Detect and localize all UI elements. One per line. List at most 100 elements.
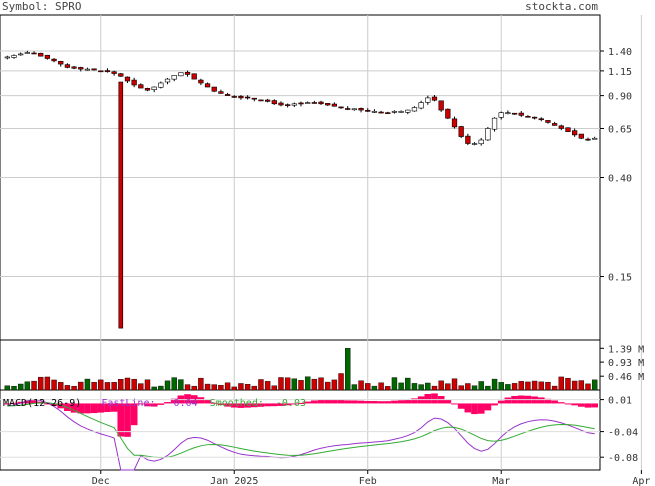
volume-bar — [365, 383, 371, 391]
candle-body — [391, 111, 398, 113]
macd-histogram-bar — [371, 401, 378, 404]
candle-body — [138, 84, 144, 89]
macd-histogram-bar — [150, 403, 158, 407]
site-label[interactable]: stockta.com — [525, 0, 598, 13]
macd-histogram-bar — [431, 393, 438, 404]
candle-body — [98, 70, 104, 73]
candle-body — [264, 99, 271, 102]
volume-bar — [198, 377, 204, 391]
volume-bar — [38, 376, 44, 391]
candle-body — [451, 118, 458, 128]
macd-histogram-bar — [557, 402, 565, 404]
candle-body — [471, 143, 478, 145]
price-tick-label: 0.90 — [608, 92, 632, 103]
macd-histogram-bar — [311, 400, 318, 404]
time-tick-label: Feb — [359, 476, 377, 486]
price-tick-label: 0.15 — [608, 273, 632, 284]
candle-body — [51, 58, 57, 62]
macd-histogram-bar — [97, 403, 105, 413]
candle-body — [398, 111, 404, 113]
macd-histogram-bar — [244, 403, 251, 408]
volume-bar — [291, 378, 298, 391]
candle-body — [365, 109, 371, 112]
macd-histogram-bar — [537, 397, 545, 404]
candle-body — [204, 83, 211, 88]
volume-bar — [378, 382, 384, 391]
volume-bar — [111, 382, 117, 391]
macd-histogram-bar — [210, 402, 218, 404]
candle-body — [164, 78, 171, 83]
outlier-candle — [118, 81, 124, 329]
macd-histogram-bar — [77, 403, 85, 414]
candle-body — [91, 68, 97, 71]
macd-histogram-bar — [491, 403, 498, 406]
candle-body — [198, 79, 204, 84]
volume-bar — [231, 386, 237, 391]
candle-body — [271, 100, 277, 105]
outlier-candle-body — [118, 81, 124, 329]
macd-histogram-bar — [197, 397, 205, 404]
volume-bar — [304, 376, 311, 391]
volume-bar — [118, 378, 124, 391]
macd-tick-label: -0.04 — [608, 428, 638, 439]
candle-body — [405, 109, 411, 113]
volume-bar — [445, 383, 451, 391]
volume-bar — [218, 385, 224, 391]
volume-bar — [184, 384, 191, 391]
volume-bar — [411, 383, 418, 391]
volume-bar — [24, 381, 31, 391]
candle-body — [438, 100, 444, 111]
candle-body — [338, 106, 344, 109]
macd-histogram-bar — [90, 403, 98, 414]
volume-bar — [151, 386, 157, 391]
volume-bar — [318, 377, 324, 391]
candle-body — [485, 128, 491, 141]
macd-histogram-bar — [451, 403, 458, 405]
candle-body — [104, 70, 111, 73]
candle-body — [171, 75, 177, 80]
volume-bar — [538, 381, 544, 391]
volume-bar — [518, 381, 524, 391]
volume-bar — [418, 384, 424, 391]
candle-body — [518, 112, 524, 116]
macd-histogram-bar — [331, 399, 338, 404]
candle-body — [118, 73, 124, 77]
volume-bar — [51, 379, 57, 391]
candle-body — [311, 102, 317, 104]
volume-bar — [91, 382, 97, 391]
candle-body — [478, 139, 484, 145]
candle-body — [231, 96, 237, 98]
macd-histogram-bar — [584, 403, 592, 408]
macd-smoothed-label: Smoothed: — [210, 398, 264, 409]
time-tick-label: Mar — [492, 476, 510, 486]
macd-histogram-bar — [144, 403, 151, 407]
volume-bar — [525, 381, 531, 391]
volume-bar — [238, 383, 244, 391]
macd-histogram-bar — [504, 397, 512, 404]
volume-bar — [131, 378, 137, 391]
macd-histogram-bar — [170, 398, 178, 404]
candle-body — [258, 99, 264, 102]
candle-body — [538, 118, 544, 121]
volume-bar — [465, 383, 471, 391]
candle-body — [224, 94, 231, 96]
volume-bar — [224, 382, 231, 391]
candle-body — [84, 68, 91, 71]
volume-bar — [405, 377, 411, 391]
candle-body — [545, 120, 551, 123]
volume-bar — [558, 376, 564, 391]
volume-bar — [391, 377, 398, 391]
candle-body — [465, 135, 471, 144]
macd-histogram-bar — [137, 403, 145, 405]
candle-body — [131, 79, 137, 86]
volume-bar — [458, 385, 464, 391]
macd-histogram-bar — [344, 400, 352, 404]
candle-body — [351, 108, 358, 111]
candle-body — [425, 97, 431, 103]
volume-bar — [58, 382, 64, 391]
volume-bar — [78, 381, 84, 391]
macd-smoothed-line — [7, 402, 595, 459]
macd-histogram-bar — [270, 403, 278, 407]
macd-histogram-bar — [84, 403, 91, 414]
